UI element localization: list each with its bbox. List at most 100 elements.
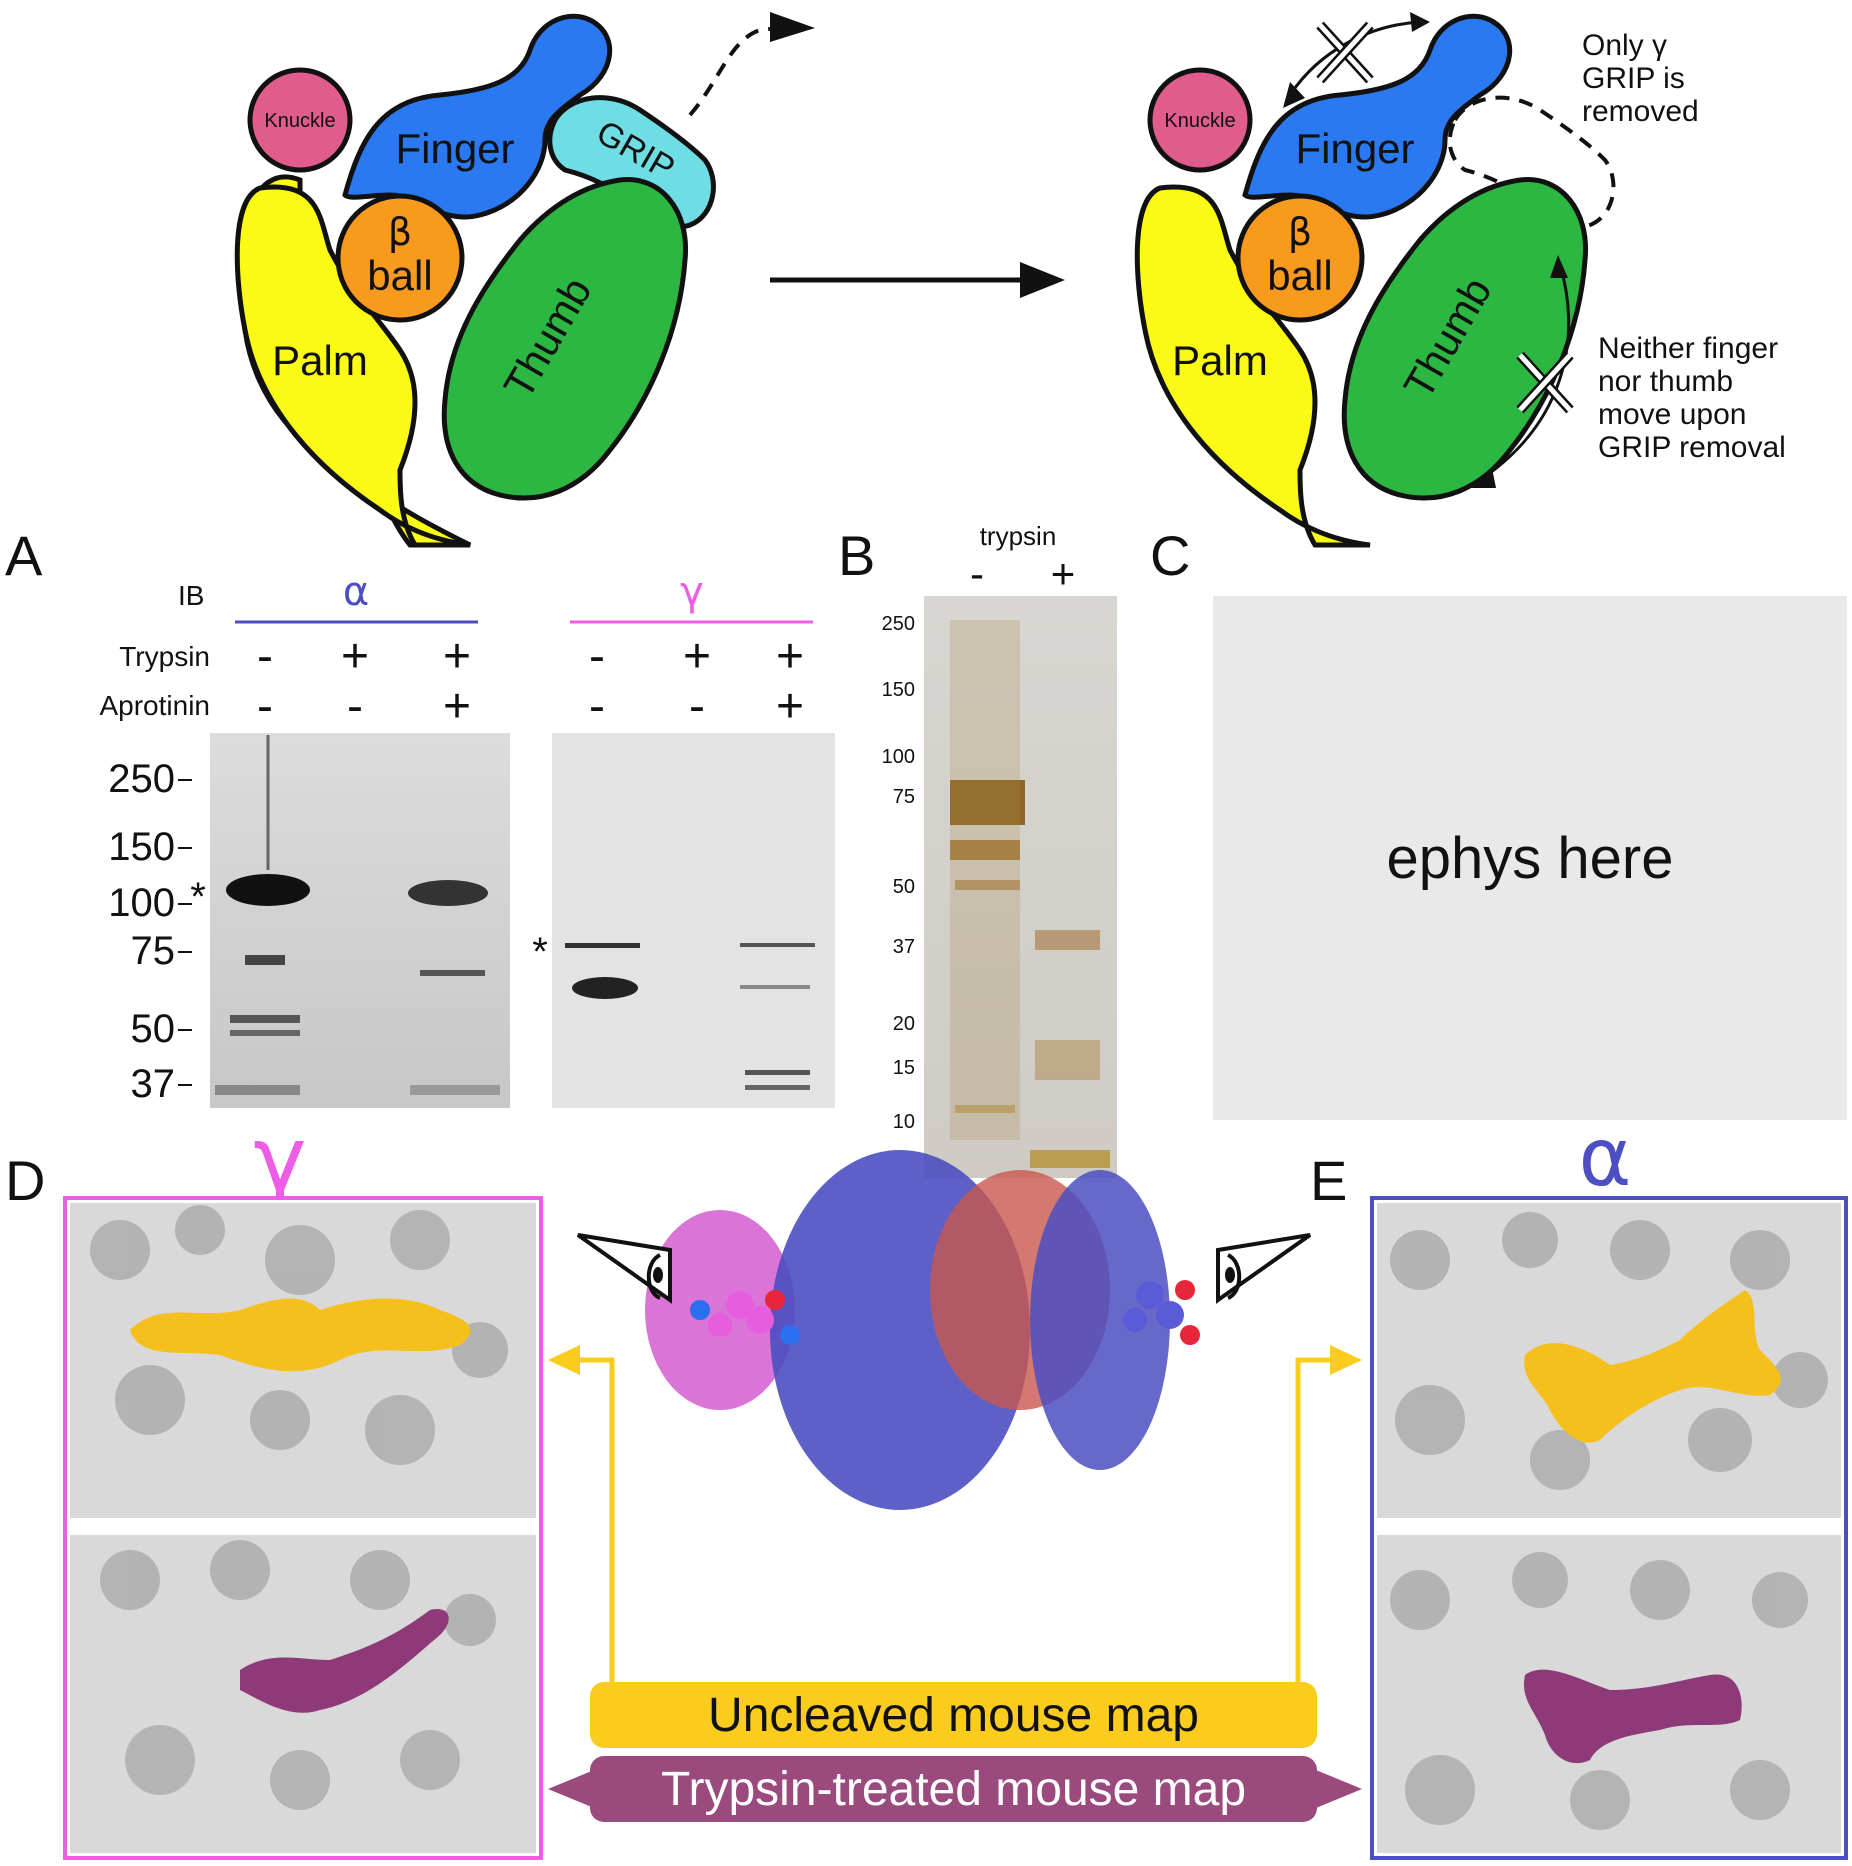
alpha-band-70-lane3 — [420, 970, 485, 976]
alpha-band-40-lane1 — [215, 1085, 300, 1095]
mw-marker-a-150: 150 — [108, 825, 175, 869]
thumb-x-icon — [1516, 351, 1574, 414]
ball-text-left: ball — [367, 252, 432, 299]
ib-label: IB — [178, 580, 204, 611]
mw-marker-a-37: 37 — [131, 1062, 176, 1106]
ephys-placeholder: ephys here — [1213, 596, 1847, 1120]
silver-band-60 — [950, 840, 1020, 860]
finger-text-right: Finger — [1295, 125, 1414, 172]
thumb-motion-arrowhead-b — [1470, 468, 1496, 488]
gamma-asterisk: * — [532, 930, 548, 974]
note-top-line3: removed — [1582, 95, 1699, 128]
note-top-line1: Only γ — [1582, 29, 1667, 62]
aprotinin-signs: - - + - - + — [257, 680, 804, 733]
panel-d-top-ligand — [130, 1298, 471, 1372]
alpha-band-100-lane1 — [226, 874, 310, 906]
grip-shape-left — [547, 95, 716, 230]
beta-ball-right — [1235, 193, 1365, 323]
panel-e-bottom-ligand — [1524, 1669, 1742, 1764]
aprotinin-sign-1: - — [257, 680, 273, 733]
finger-x-icon — [1316, 21, 1374, 84]
silver-band-dye-lane2 — [1030, 1150, 1110, 1168]
panel-e-letter: E — [1310, 1149, 1347, 1212]
panel-d-gamma-label: γ — [253, 1107, 306, 1212]
mw-marker-a-250: 250 — [108, 757, 175, 801]
finger-text-left: Finger — [395, 125, 514, 172]
thumb-motion-arrow — [1479, 264, 1571, 482]
panel-a: A IB α γ Trypsin Aprotinin - + + - + + - - + - - +… — [5, 524, 835, 1108]
mw-marker-a-75: 75 — [131, 929, 176, 973]
mw-marker-b-75: 75 — [893, 786, 915, 808]
uncleaved-connector-right — [1295, 1357, 1340, 1690]
alpha-band-55-lane1 — [230, 1030, 300, 1036]
palm-text-right: Palm — [1172, 337, 1268, 384]
trypsin-arrowhead-left — [548, 1770, 594, 1808]
grip-removed-outline — [1447, 95, 1616, 230]
panel-a-letter: A — [5, 524, 43, 587]
aprotinin-sign-5: - — [689, 680, 705, 733]
schematic-right: Knuckle Finger β ball Palm Thumb Only γ … — [1134, 12, 1786, 548]
finger-shape-right — [1242, 13, 1513, 220]
silver-band-75 — [950, 780, 1025, 825]
panel-e-top-ligand — [1524, 1290, 1781, 1443]
mw-marker-b-50: 50 — [893, 876, 915, 898]
trypsin-title-b: trypsin — [980, 521, 1057, 551]
panel-d: D γ — [5, 1107, 543, 1860]
trypsin-sign-5: + — [683, 630, 711, 683]
silver-smear-lane1 — [950, 620, 1020, 1140]
knuckle-circle-right — [1147, 67, 1253, 173]
thumb-shape-right — [1341, 177, 1589, 501]
aprotinin-row-label: Aprotinin — [99, 690, 210, 721]
gamma-band-65-lane1 — [572, 977, 638, 999]
knuckle-text-left: Knuckle — [264, 110, 335, 132]
finger-motion-arrowhead-a — [1283, 82, 1305, 108]
mw-marker-b-10: 10 — [893, 1111, 915, 1133]
panel-e-bottom-texture — [1390, 1552, 1808, 1830]
grip-release-arrow — [688, 25, 791, 117]
alpha-band-100-lane3 — [408, 880, 488, 906]
mw-marker-b-15: 15 — [893, 1057, 915, 1079]
trypsin-row-label: Trypsin — [119, 641, 210, 672]
alpha-band-40-lane3 — [410, 1085, 500, 1095]
note-bottom-line2: nor thumb — [1598, 365, 1733, 398]
panel-e: E α — [1310, 1111, 1848, 1860]
uncleaved-map-legend: Uncleaved mouse map — [590, 1682, 1317, 1748]
silver-band-15-lane2 — [1035, 1040, 1100, 1080]
trypsin-sign-1: - — [257, 630, 273, 683]
panel-b-mw-markers: 250 150 100 75 50 37 20 15 10 — [882, 613, 915, 1133]
panel-e-top-texture — [1390, 1212, 1828, 1490]
gamma-blot — [552, 733, 835, 1108]
note-bottom-line1: Neither finger — [1598, 332, 1778, 365]
transition-arrowhead — [1020, 262, 1065, 298]
gamma-header: γ — [680, 569, 704, 615]
ligand-spheres-right — [1123, 1280, 1200, 1345]
panel-d-letter: D — [5, 1149, 45, 1212]
aprotinin-sign-6: + — [776, 680, 804, 733]
uncleaved-arrowhead-right — [1330, 1345, 1362, 1375]
mw-marker-b-20: 20 — [893, 1013, 915, 1035]
note-top-line2: GRIP is — [1582, 62, 1685, 95]
trypsin-sign-6: + — [776, 630, 804, 683]
trypsin-map-label: Trypsin-treated mouse map — [660, 1762, 1247, 1816]
trypsin-sign-4: - — [589, 630, 605, 683]
gamma-band-38-lane3 — [745, 1085, 810, 1090]
mw-marker-b-250: 250 — [882, 613, 915, 635]
uncleaved-connector-left — [570, 1357, 615, 1690]
beta-ball-left — [335, 193, 465, 323]
eye-icon-left — [576, 1233, 672, 1304]
silver-band-50 — [955, 880, 1020, 890]
beta-text-right: β — [1288, 210, 1312, 254]
protein-structure — [645, 1150, 1200, 1510]
alpha-band-75-lane1 — [245, 955, 285, 965]
silver-band-37-lane2 — [1035, 930, 1100, 950]
knuckle-circle-left — [247, 67, 353, 173]
lane-plus-b: + — [1051, 550, 1076, 597]
ephys-placeholder-text: ephys here — [1386, 825, 1674, 891]
mw-marker-b-37: 37 — [893, 936, 915, 958]
uncleaved-map-label: Uncleaved mouse map — [708, 1688, 1199, 1742]
aprotinin-sign-3: + — [443, 680, 471, 733]
trypsin-signs: - + + - + + — [257, 630, 804, 683]
mw-marker-b-150: 150 — [882, 679, 915, 701]
